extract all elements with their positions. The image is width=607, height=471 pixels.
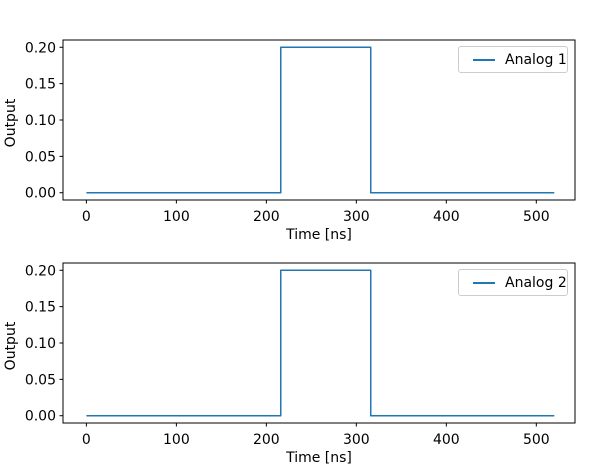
y-tick-label: 0.15 [25, 77, 56, 93]
legend-line-sample [473, 281, 495, 284]
x-axis-label: Time [ns] [286, 450, 352, 466]
y-tick-label: 0.10 [25, 336, 56, 352]
x-tick-label: 500 [523, 432, 550, 448]
y-tick-label: 0.10 [25, 113, 56, 129]
x-tick-label: 0 [82, 432, 91, 448]
y-tick-label: 0.05 [25, 149, 56, 165]
data-line-analog-2 [86, 269, 555, 417]
x-tick-label: 200 [253, 432, 280, 448]
legend-label: Analog 2 [505, 274, 567, 291]
x-tick-label: 400 [433, 432, 460, 448]
y-tick-label: 0.00 [25, 409, 56, 425]
y-tick-label: 0.00 [25, 186, 56, 202]
y-axis-label: Output [3, 98, 19, 148]
y-axis-label: Output [3, 321, 19, 371]
legend: Analog 2 [458, 269, 568, 296]
y-tick-label: 0.15 [25, 300, 56, 316]
y-tick-label: 0.20 [25, 40, 56, 56]
legend-label: Analog 1 [505, 51, 567, 68]
x-tick-label: 300 [343, 432, 370, 448]
x-tick-label: 100 [163, 432, 190, 448]
x-tick-label: 500 [523, 209, 550, 225]
x-tick-label: 300 [343, 209, 370, 225]
x-tick-label: 100 [163, 209, 190, 225]
data-line-analog-1 [86, 46, 555, 194]
legend: Analog 1 [458, 46, 568, 73]
y-tick-label: 0.05 [25, 372, 56, 388]
y-tick-label: 0.20 [25, 263, 56, 279]
x-axis-label: Time [ns] [286, 227, 352, 243]
x-tick-label: 0 [82, 209, 91, 225]
legend-line-sample [473, 58, 495, 61]
x-tick-label: 200 [253, 209, 280, 225]
x-tick-label: 400 [433, 209, 460, 225]
